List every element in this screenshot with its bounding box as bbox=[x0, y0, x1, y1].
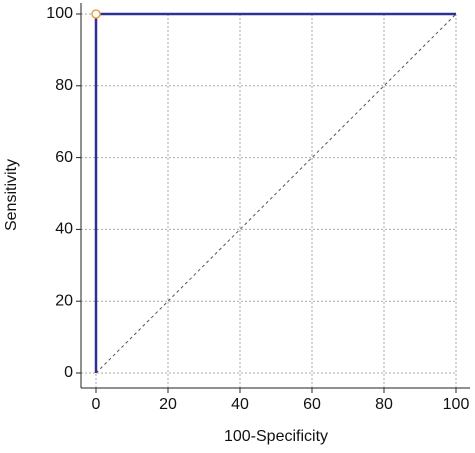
y-tick-label: 60 bbox=[55, 149, 73, 166]
y-tick-label: 40 bbox=[55, 221, 73, 238]
highlight-point bbox=[91, 9, 101, 19]
reference-line bbox=[95, 13, 457, 374]
y-tick-label: 80 bbox=[55, 77, 73, 94]
y-tick-label: 100 bbox=[46, 5, 73, 22]
y-axis-title: Sensitivity bbox=[3, 159, 20, 231]
x-tick-label: 40 bbox=[231, 396, 249, 413]
y-tick-label: 20 bbox=[55, 292, 73, 309]
y-tick-label: 0 bbox=[64, 364, 73, 381]
x-axis-title: 100-Specificity bbox=[224, 428, 328, 445]
x-tick-label: 0 bbox=[92, 396, 101, 413]
x-tick-label: 20 bbox=[159, 396, 177, 413]
x-tick-label: 100 bbox=[443, 396, 470, 413]
x-tick-label: 80 bbox=[375, 396, 393, 413]
x-tick-label: 60 bbox=[303, 396, 321, 413]
